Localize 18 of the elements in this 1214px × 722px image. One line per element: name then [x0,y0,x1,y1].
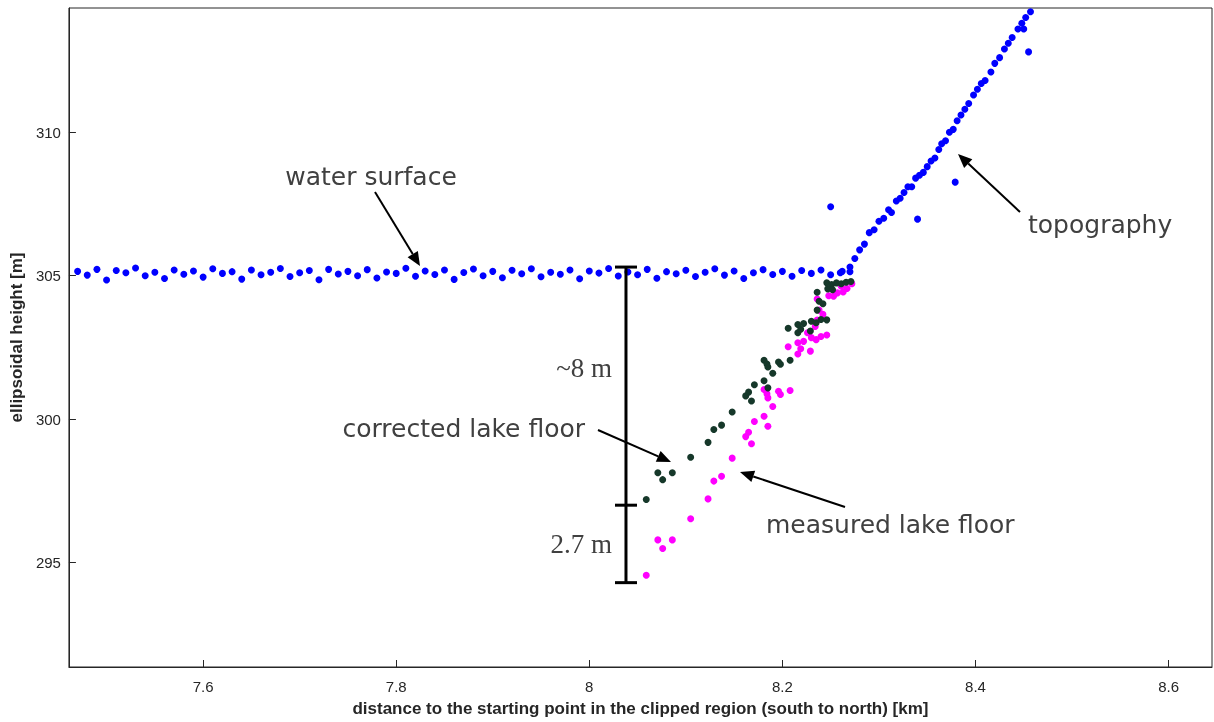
x-tick-label: 8.6 [1158,678,1179,695]
x-tick-label: 8 [585,678,594,695]
annotation: ~8 m [556,353,612,383]
y-tick-label: 305 [35,267,61,285]
y-axis-title: ellipsoidal height [m] [7,252,26,423]
annotation: measured lake floor [766,510,1016,539]
x-tick-label: 7.6 [192,678,214,695]
y-tick-label: 300 [35,410,61,428]
annotation: topography [1028,210,1173,239]
x-tick-label: 7.8 [385,678,407,695]
x-tick-label: 8.4 [965,678,986,695]
y-tick-label: 295 [35,554,61,572]
annotation: 2.7 m [550,529,612,559]
x-axis-title: distance to the starting point in the clipped region (south to north) [km] [352,699,929,718]
annotation: water surface [285,162,457,191]
annotation: corrected lake floor [342,414,586,443]
x-tick-label: 8.2 [771,678,793,695]
y-tick-label: 310 [35,123,61,141]
